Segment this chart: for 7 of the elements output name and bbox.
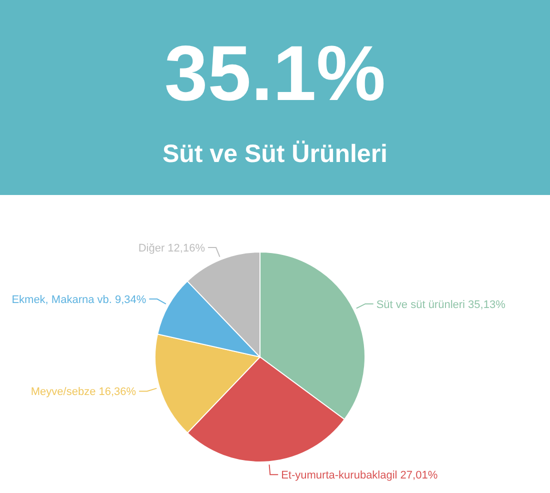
- chart-subtitle: Süt ve Süt Ürünleri: [162, 140, 388, 168]
- slice-label: Süt ve süt ürünleri 35,13%: [376, 298, 506, 311]
- slice-label: Meyve/sebze 16,36%: [30, 386, 136, 398]
- slice-label: Diğer 12,16%: [138, 242, 206, 255]
- chart-title: 35.1%: [164, 29, 386, 117]
- slice-label: Ekmek, Makarna vb. 9,34%: [12, 294, 146, 306]
- slice-label: Et-yumurta-kurubaklagil 27,01%: [281, 470, 438, 482]
